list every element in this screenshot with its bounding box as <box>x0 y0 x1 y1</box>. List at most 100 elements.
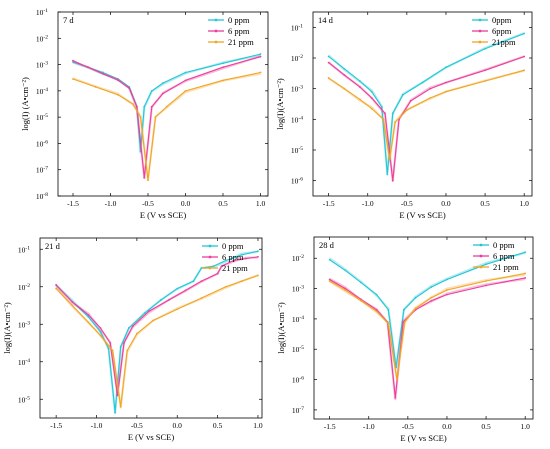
series-line <box>329 251 526 368</box>
plot-frame <box>312 11 533 197</box>
data-point <box>446 293 448 296</box>
legend-marker <box>214 40 218 44</box>
legend-label: 0ppm <box>492 15 512 25</box>
data-point <box>119 405 122 408</box>
y-tick-label: 10-2 <box>36 34 48 43</box>
data-point <box>396 378 398 381</box>
panel-title: 14 d <box>318 15 334 25</box>
data-point <box>148 310 150 313</box>
data-point <box>72 59 74 62</box>
data-point <box>184 89 187 92</box>
series-line <box>55 250 259 413</box>
data-point <box>391 112 394 115</box>
data-point <box>359 98 361 101</box>
data-point <box>139 116 142 119</box>
x-tick-label: 0.5 <box>218 199 228 208</box>
data-point <box>87 321 90 324</box>
legend-label: 6 ppm <box>222 252 244 262</box>
series-line <box>55 256 259 397</box>
data-point <box>116 394 119 397</box>
chart-panel-14d: -1.5 -1.0 -0.5 0.0 0.5 1.0 10-6 10-5 10-4 10-3 10-… <box>275 11 533 220</box>
series-0ppm <box>72 53 262 154</box>
plot-frame <box>313 236 534 420</box>
data-point <box>429 87 432 90</box>
x-axis-label: E (V vs SCE) <box>400 433 447 443</box>
data-point <box>375 308 378 311</box>
data-point <box>446 278 448 281</box>
data-point <box>402 93 404 96</box>
data-point <box>328 258 331 261</box>
data-point <box>344 269 347 272</box>
data-point <box>55 283 58 286</box>
data-point <box>485 263 487 266</box>
data-point <box>135 105 138 108</box>
y-tick-label: 10-3 <box>292 285 304 294</box>
data-point <box>328 280 331 282</box>
data-point <box>72 61 74 63</box>
x-tick-label: -1.0 <box>91 421 103 430</box>
data-point <box>484 69 486 72</box>
y-tick-label: 10-8 <box>36 192 48 201</box>
data-point <box>430 286 433 288</box>
data-point <box>387 322 390 325</box>
data-point <box>344 287 347 290</box>
data-point <box>160 298 162 301</box>
data-point <box>394 396 397 399</box>
series-line <box>328 69 525 160</box>
y-tick-label: 10-5 <box>18 395 30 404</box>
y-tick-label: 10-4 <box>18 358 30 367</box>
data-point <box>370 90 373 93</box>
data-point <box>327 55 330 58</box>
data-point <box>126 349 129 352</box>
series-band <box>72 72 261 181</box>
panel-title: 7 d <box>63 15 74 25</box>
legend-marker <box>479 243 483 247</box>
data-point <box>119 345 122 348</box>
data-point <box>359 80 361 82</box>
y-axis-label: log(I)(A•cm⁻²) <box>275 78 285 130</box>
data-point <box>72 78 74 80</box>
x-tick-label: 0.5 <box>213 421 223 430</box>
legend-label: 21 ppm <box>493 262 519 272</box>
y-tick-label: 10-6 <box>36 139 48 148</box>
y-tick-label: 10-3 <box>291 85 303 94</box>
data-point <box>394 121 397 124</box>
data-point <box>391 179 394 182</box>
data-point <box>117 93 119 96</box>
data-point <box>117 78 119 80</box>
data-point <box>523 32 526 35</box>
data-point <box>485 280 487 282</box>
y-axis-label: log(I)(A•cm⁻²) <box>276 302 286 354</box>
data-point <box>445 81 447 84</box>
data-point <box>200 267 203 269</box>
y-tick-label: 10-6 <box>292 376 304 385</box>
data-point <box>414 307 417 310</box>
data-point <box>99 330 102 333</box>
y-axis-label: log(I)(A•cm⁻²) <box>2 302 12 354</box>
series-line <box>72 71 261 181</box>
data-point <box>370 96 373 99</box>
y-tick-label: 10-3 <box>18 320 30 329</box>
series-band <box>55 250 259 415</box>
data-point <box>421 81 424 84</box>
data-point <box>409 100 412 102</box>
series-line <box>72 53 261 152</box>
series-line <box>329 277 526 399</box>
x-tick-label: -1.5 <box>50 421 62 430</box>
x-tick-label: 1.0 <box>256 199 266 208</box>
data-point <box>430 299 433 302</box>
data-point <box>382 118 385 121</box>
series-0ppm <box>327 32 526 176</box>
chart-panel-7d: -1.5 -1.0 -0.5 0.0 0.5 1.0 10-8 10-7 10-6 10-5 10-… <box>20 8 269 220</box>
plot-frame <box>39 237 263 419</box>
x-tick-label: 1.0 <box>253 421 263 430</box>
data-point <box>484 80 486 82</box>
legend-marker <box>214 29 218 33</box>
y-tick-label: 10-7 <box>36 166 48 175</box>
data-point <box>222 66 224 69</box>
series-21ppm <box>55 274 259 409</box>
series-6ppm <box>328 277 527 401</box>
x-tick-label: -1.0 <box>363 422 375 431</box>
y-tick-label: 10-2 <box>292 254 304 263</box>
